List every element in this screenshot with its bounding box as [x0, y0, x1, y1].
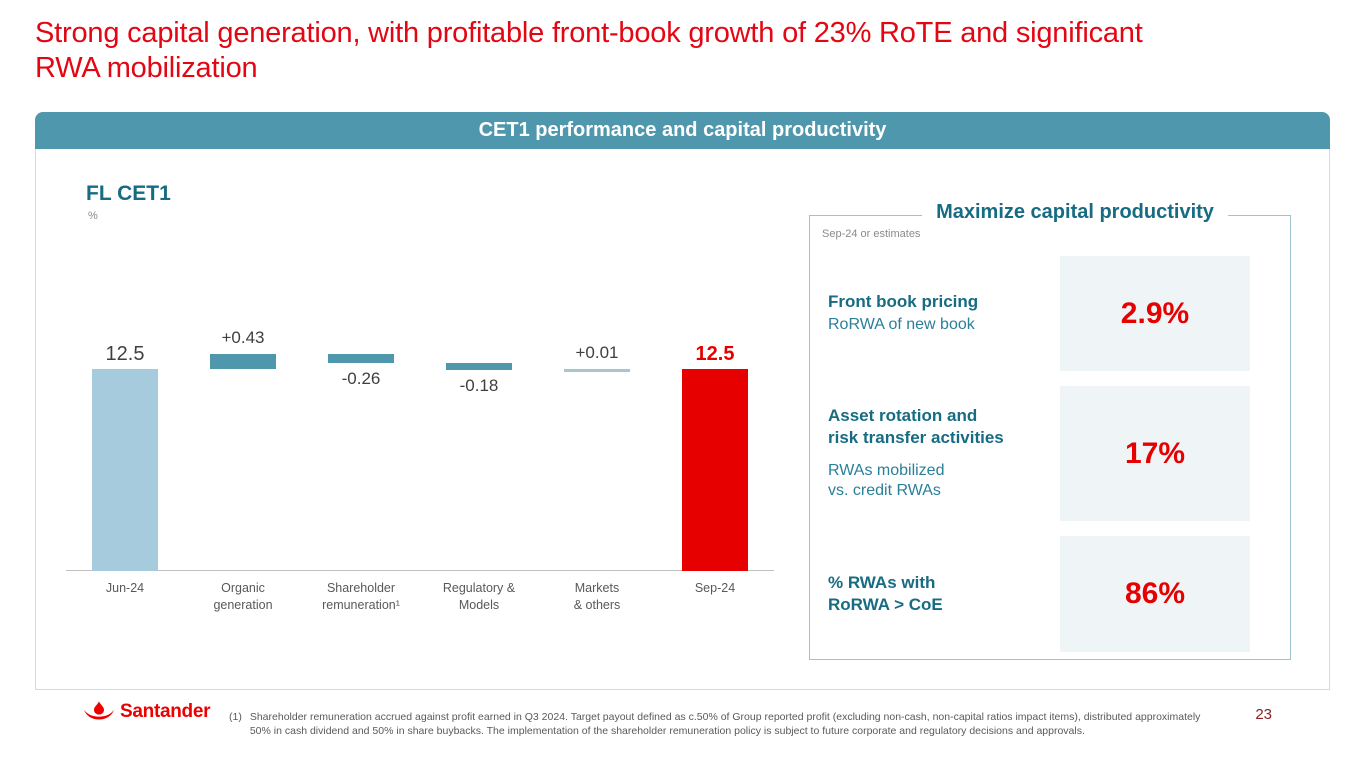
waterfall-value-label: -0.18 [459, 375, 499, 395]
panel-value: 2.9% [1120, 296, 1190, 330]
page-number: 23 [1255, 706, 1272, 723]
section-banner: CET1 performance and capital productivit… [35, 112, 1330, 149]
panel-row-title: % RWAs with RoRWA > CoE [828, 572, 943, 614]
panel-row-title: Front book pricing [828, 291, 979, 311]
waterfall-bar-5 [564, 369, 630, 372]
waterfall-category-axis: Jun-24 Organic generation Shareholder remu… [66, 580, 774, 624]
waterfall-chart: 12.5 +0.43 -0.26 -0.18 +0.01 12.5 [66, 327, 774, 571]
footnote-text: Shareholder remuneration accrued against… [249, 711, 1201, 738]
panel-value-box: 2.9% [1060, 256, 1250, 371]
panel-value-box: 86% [1060, 536, 1250, 652]
fl-cet1-heading: FL CET1 [86, 182, 171, 205]
panel-value: 17% [1124, 436, 1186, 470]
panel-row-subtitle: RWAs mobilized vs. credit RWAs [828, 461, 945, 500]
santander-logo: Santander [84, 701, 211, 723]
waterfall-value-label: -0.26 [341, 369, 381, 389]
waterfall-value-label: 12.5 [695, 343, 735, 366]
footnote-marker: (1) [229, 711, 242, 723]
chart-unit-label: % [88, 210, 98, 222]
waterfall-value-label: +0.43 [221, 327, 265, 347]
panel-rows: Front book pricing RoRWA of new book 2.9… [810, 256, 1290, 652]
waterfall-category-label: Sep-24 [694, 581, 736, 595]
capital-productivity-panel: Maximize capital productivity Sep-24 or … [809, 201, 1291, 660]
panel-value: 86% [1124, 577, 1186, 610]
panel-row-text: Front book pricing RoRWA of new book [810, 291, 1050, 336]
waterfall-bar-2 [210, 353, 276, 370]
waterfall-bar-6 [682, 369, 748, 571]
slide-title: Strong capital generation, with profitab… [35, 17, 1143, 85]
waterfall-category-label: Organic generation [213, 581, 273, 612]
waterfall-bar-4 [446, 363, 512, 370]
section-banner-title: CET1 performance and capital productivit… [478, 119, 887, 141]
panel-row-text: Asset rotation and risk transfer activit… [810, 405, 1050, 502]
waterfall-value-label: 12.5 [105, 343, 145, 366]
santander-flame-icon [84, 701, 114, 720]
waterfall-bar-3 [328, 353, 394, 364]
waterfall-value-label: +0.01 [575, 343, 619, 363]
panel-subtitle: Sep-24 or estimates [822, 228, 921, 240]
panel-row: Asset rotation and risk transfer activit… [810, 386, 1290, 521]
panel-row: Front book pricing RoRWA of new book 2.9… [810, 256, 1290, 371]
waterfall-category-label: Markets & others [573, 581, 621, 612]
panel-value-box: 17% [1060, 386, 1250, 521]
waterfall-category-label: Jun-24 [105, 581, 145, 595]
footnote: (1) Shareholder remuneration accrued aga… [229, 710, 1224, 738]
santander-wordmark: Santander [120, 701, 211, 722]
waterfall-bar-1 [92, 369, 158, 571]
panel-row-subtitle: RoRWA of new book [828, 316, 975, 334]
waterfall-category-label: Regulatory & Models [442, 581, 516, 612]
panel-row-title: Asset rotation and risk transfer activit… [828, 405, 1004, 448]
panel-title: Maximize capital productivity [922, 201, 1228, 224]
panel-row: % RWAs with RoRWA > CoE 86% [810, 536, 1290, 652]
content-area: FL CET1 % 12.5 +0.43 -0.26 -0.18 +0.01 12.5 J… [35, 149, 1330, 690]
panel-row-text: % RWAs with RoRWA > CoE [810, 572, 1050, 617]
waterfall-category-label: Shareholder remuneration¹ [322, 581, 400, 612]
